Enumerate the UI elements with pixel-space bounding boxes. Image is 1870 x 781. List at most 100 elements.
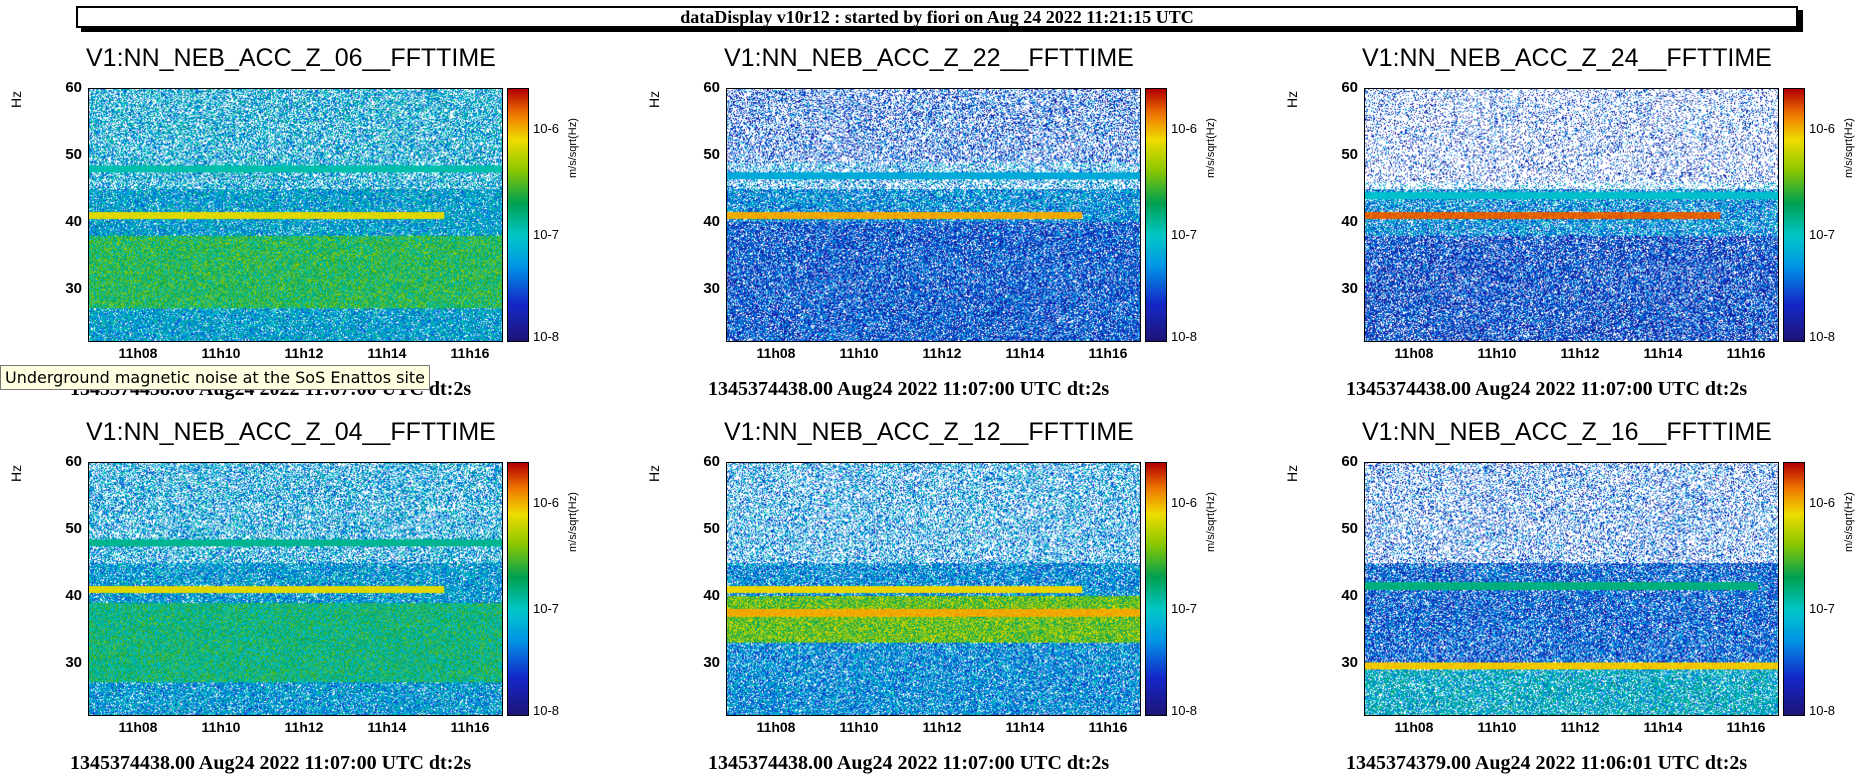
y-tick-label: 50 [1341, 145, 1358, 163]
x-tick-label: 11h16 [450, 719, 490, 735]
y-axis-label: Hz [1284, 464, 1300, 482]
y-tick-label: 40 [1341, 586, 1358, 604]
colorbar-tick-label: 10-8 [1171, 328, 1198, 344]
panel-footer: 1345374438.00 Aug24 2022 11:07:00 UTC dt… [1346, 378, 1748, 400]
y-tick-label: 30 [65, 653, 82, 671]
x-tick-label: 11h14 [1005, 345, 1045, 361]
x-tick-label: 11h16 [1726, 719, 1766, 735]
x-tick-label: 11h14 [367, 345, 407, 361]
y-tick-label: 60 [65, 453, 82, 470]
x-tick-label: 11h12 [922, 719, 962, 735]
x-tick-label: 11h14 [1643, 345, 1683, 361]
y-tick-label: 30 [1341, 653, 1358, 671]
panel-title: V1:NN_NEB_ACC_Z_12__FFTTIME [724, 418, 1134, 446]
x-tick-label: 11h08 [756, 345, 796, 361]
colorbar-tick-label: 10-8 [1809, 328, 1836, 344]
colorbar-tick-label: 10-6 [533, 120, 560, 136]
x-tick-label: 11h12 [922, 345, 962, 361]
y-tick-label: 40 [65, 586, 82, 604]
panel-footer: 1345374379.00 Aug24 2022 11:06:01 UTC dt… [1346, 752, 1748, 774]
x-tick-label: 11h10 [1477, 719, 1517, 735]
colorbar-tick-label: 10-7 [1809, 601, 1836, 617]
y-tick-label: 30 [1341, 279, 1358, 297]
colorbar-tick-label: 10-7 [533, 601, 560, 617]
y-tick-label: 50 [1341, 519, 1358, 537]
colorbar [1783, 88, 1805, 342]
x-tick-label: 11h08 [756, 719, 796, 735]
panel-title: V1:NN_NEB_ACC_Z_24__FFTTIME [1362, 44, 1772, 72]
colorbar-tick-label: 10-6 [1171, 494, 1198, 510]
z-axis-label: m/s/sqrt(Hz) [1843, 118, 1855, 178]
tooltip: Underground magnetic noise at the SoS En… [0, 365, 431, 390]
panel-footer: 1345374438.00 Aug24 2022 11:07:00 UTC dt… [708, 378, 1110, 400]
colorbar-tick-label: 10-8 [1171, 702, 1198, 718]
panel-footer: 1345374438.00 Aug24 2022 11:07:00 UTC dt… [708, 752, 1110, 774]
x-tick-label: 11h14 [1005, 719, 1045, 735]
y-tick-label: 60 [703, 79, 720, 96]
spectrogram-plot[interactable] [1364, 462, 1779, 716]
spectrogram-plot[interactable] [88, 462, 503, 716]
y-axis-label: Hz [646, 90, 662, 108]
x-tick-label: 11h10 [201, 719, 241, 735]
panel-title: V1:NN_NEB_ACC_Z_22__FFTTIME [724, 44, 1134, 72]
spectrogram-plot[interactable] [1364, 88, 1779, 342]
x-tick-label: 11h12 [1560, 719, 1600, 735]
z-axis-label: m/s/sqrt(Hz) [1205, 118, 1217, 178]
x-tick-label: 11h10 [1477, 345, 1517, 361]
x-tick-label: 11h10 [839, 345, 879, 361]
x-tick-label: 11h12 [284, 719, 324, 735]
y-tick-label: 40 [1341, 212, 1358, 230]
y-axis-label: Hz [646, 464, 662, 482]
spectrogram-plot[interactable] [726, 88, 1141, 342]
z-axis-label: m/s/sqrt(Hz) [1205, 492, 1217, 552]
colorbar [1145, 462, 1167, 716]
z-axis-label: m/s/sqrt(Hz) [1843, 492, 1855, 552]
x-tick-label: 11h08 [1394, 345, 1434, 361]
y-tick-label: 40 [703, 586, 720, 604]
colorbar [1783, 462, 1805, 716]
colorbar-tick-label: 10-8 [1809, 702, 1836, 718]
x-tick-label: 11h16 [1088, 345, 1128, 361]
spectrogram-plot[interactable] [726, 462, 1141, 716]
spectrogram-plot[interactable] [88, 88, 503, 342]
x-tick-label: 11h16 [450, 345, 490, 361]
colorbar-tick-label: 10-7 [1171, 227, 1198, 243]
x-tick-label: 11h08 [118, 345, 158, 361]
y-tick-label: 60 [703, 453, 720, 470]
colorbar-tick-label: 10-8 [533, 328, 560, 344]
y-tick-label: 30 [703, 653, 720, 671]
x-tick-label: 11h10 [201, 345, 241, 361]
y-tick-label: 30 [65, 279, 82, 297]
z-axis-label: m/s/sqrt(Hz) [567, 492, 579, 552]
colorbar-tick-label: 10-6 [1171, 120, 1198, 136]
x-tick-label: 11h10 [839, 719, 879, 735]
x-tick-label: 11h08 [1394, 719, 1434, 735]
y-tick-label: 40 [65, 212, 82, 230]
y-tick-label: 60 [1341, 79, 1358, 96]
z-axis-label: m/s/sqrt(Hz) [567, 118, 579, 178]
panel-title: V1:NN_NEB_ACC_Z_06__FFTTIME [86, 44, 496, 72]
x-tick-label: 11h08 [118, 719, 158, 735]
y-tick-label: 50 [65, 519, 82, 537]
y-tick-label: 60 [1341, 453, 1358, 470]
y-tick-label: 30 [703, 279, 720, 297]
y-axis-label: Hz [8, 90, 24, 108]
x-tick-label: 11h14 [367, 719, 407, 735]
colorbar [507, 88, 529, 342]
y-axis-label: Hz [1284, 90, 1300, 108]
x-tick-label: 11h16 [1088, 719, 1128, 735]
y-tick-label: 40 [703, 212, 720, 230]
x-tick-label: 11h14 [1643, 719, 1683, 735]
panel-title: V1:NN_NEB_ACC_Z_04__FFTTIME [86, 418, 496, 446]
panel-title: V1:NN_NEB_ACC_Z_16__FFTTIME [1362, 418, 1772, 446]
y-axis-label: Hz [8, 464, 24, 482]
y-tick-label: 60 [65, 79, 82, 96]
x-tick-label: 11h12 [1560, 345, 1600, 361]
x-tick-label: 11h12 [284, 345, 324, 361]
y-tick-label: 50 [703, 519, 720, 537]
app-banner: dataDisplay v10r12 : started by fiori on… [76, 6, 1798, 28]
colorbar-tick-label: 10-6 [1809, 120, 1836, 136]
colorbar-tick-label: 10-7 [1171, 601, 1198, 617]
y-tick-label: 50 [65, 145, 82, 163]
colorbar [1145, 88, 1167, 342]
